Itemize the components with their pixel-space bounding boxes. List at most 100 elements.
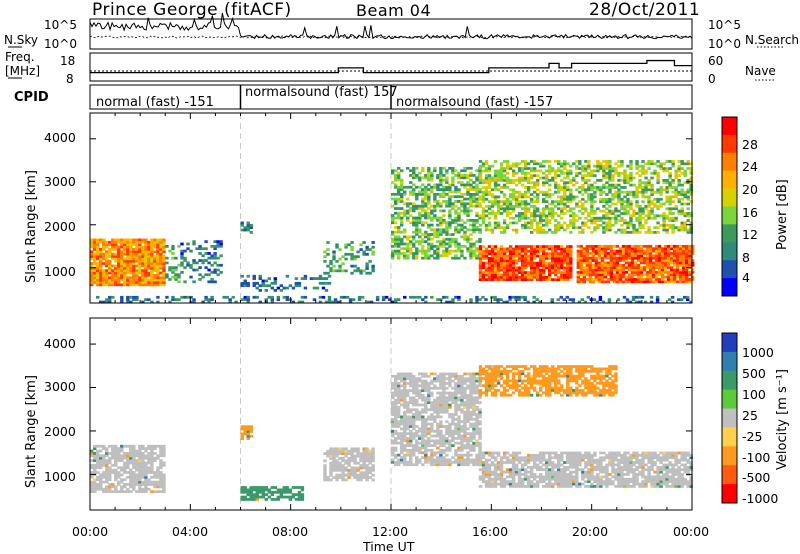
- power-cell: [216, 263, 220, 267]
- power-cell: [400, 197, 404, 201]
- velocity-cell: [400, 420, 404, 424]
- power-cell: [412, 166, 416, 170]
- velocity-cell: [243, 498, 247, 501]
- power-cell: [626, 190, 630, 194]
- velocity-cell: [412, 425, 416, 428]
- power-cell: [677, 197, 681, 201]
- power-cell: [642, 259, 647, 262]
- power-cell: [551, 259, 555, 263]
- power-cell: [394, 169, 398, 173]
- power-cell: [123, 262, 127, 265]
- power-cell: [490, 164, 495, 168]
- power-cell: [520, 268, 525, 272]
- power-cell: [469, 166, 473, 170]
- power-cell: [315, 286, 320, 290]
- power-cell: [502, 300, 506, 304]
- power-cell: [502, 249, 507, 253]
- power-region-4: [240, 274, 332, 292]
- power-cell: [409, 190, 413, 194]
- power-cell: [566, 278, 570, 282]
- velocity-cell: [430, 391, 434, 395]
- power-cell: [538, 261, 543, 265]
- power-cell: [93, 255, 97, 258]
- power-cell: [635, 219, 639, 222]
- velocity-cell: [132, 459, 136, 462]
- power-cell: [508, 200, 513, 204]
- power-cell: [445, 242, 449, 246]
- power-cell: [412, 176, 416, 180]
- power-cell: [642, 280, 647, 284]
- power-cell: [523, 247, 528, 251]
- power-cell: [321, 295, 326, 299]
- velocity-cell: [439, 377, 443, 381]
- power-cell: [532, 212, 537, 215]
- velocity-cell: [418, 448, 422, 452]
- velocity-cell: [433, 415, 437, 419]
- velocity-cell: [335, 473, 339, 477]
- power-cell: [651, 254, 656, 258]
- power-cell: [267, 295, 271, 299]
- power-cell: [371, 241, 375, 244]
- power-cell: [578, 230, 582, 234]
- power-cell: [403, 228, 407, 232]
- velocity-cell: [430, 427, 434, 431]
- velocity-region-2: [240, 486, 305, 501]
- power-cell: [535, 169, 540, 173]
- power-cell: [626, 200, 630, 204]
- power-cell: [499, 264, 504, 267]
- power-cell: [514, 204, 519, 208]
- power-cell: [687, 249, 692, 253]
- velocity-cell: [397, 413, 401, 416]
- power-cell: [460, 174, 464, 177]
- power-cell: [517, 268, 522, 272]
- power-cell: [669, 266, 674, 270]
- power-cell: [566, 186, 570, 189]
- velocity-cell: [255, 486, 259, 489]
- power-cell: [326, 252, 330, 256]
- velocity-cell: [403, 427, 407, 431]
- power-cell: [90, 276, 94, 280]
- velocity-cell: [371, 449, 375, 453]
- velocity-cell: [365, 449, 369, 453]
- power-cell: [560, 278, 564, 282]
- power-cell: [590, 193, 594, 196]
- power-cell: [626, 193, 630, 196]
- power-cell: [551, 261, 555, 265]
- power-cell: [520, 249, 525, 253]
- velocity-cell: [93, 468, 97, 472]
- power-cell: [126, 257, 130, 261]
- velocity-cell: [424, 379, 428, 383]
- power-cell: [554, 249, 558, 253]
- power-cell: [621, 275, 626, 279]
- power-cell: [675, 256, 680, 260]
- power-cell: [602, 164, 606, 168]
- power-cell: [108, 298, 112, 302]
- power-cell: [508, 221, 513, 225]
- power-cell: [391, 300, 395, 304]
- power-cell: [659, 223, 663, 227]
- power-cell: [472, 200, 476, 203]
- power-cell: [436, 183, 440, 187]
- velocity-cell: [409, 451, 413, 455]
- power-cell: [572, 178, 576, 182]
- power-cell: [666, 244, 671, 248]
- power-cell: [618, 270, 623, 274]
- power-cell: [141, 278, 145, 282]
- power-cell: [93, 240, 97, 244]
- power-cell: [448, 204, 452, 208]
- power-cell: [584, 181, 588, 185]
- power-cell: [403, 230, 407, 234]
- power-cell: [366, 300, 371, 304]
- power-cell: [599, 178, 603, 182]
- power-cell: [575, 195, 579, 199]
- velocity-cell: [132, 454, 136, 458]
- power-cell: [542, 176, 546, 180]
- power-cell: [436, 204, 440, 208]
- power-cell: [391, 181, 395, 184]
- velocity-cell: [439, 422, 443, 426]
- power-cell: [108, 250, 112, 254]
- power-cell: [686, 188, 690, 192]
- power-cell: [391, 230, 395, 234]
- power-cell: [599, 162, 603, 166]
- power-cell: [560, 271, 564, 274]
